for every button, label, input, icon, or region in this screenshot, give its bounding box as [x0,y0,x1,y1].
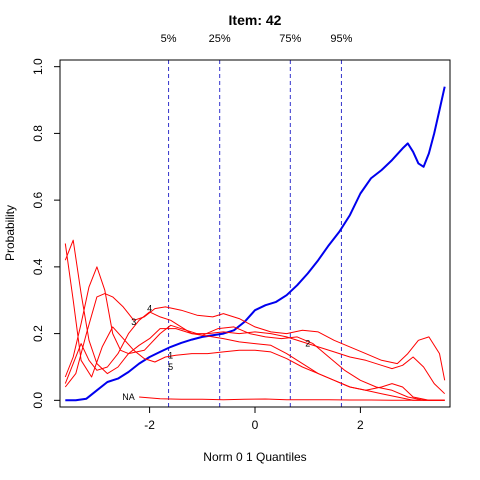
option-curve-3 [64,266,445,401]
option-curve-5 [64,311,445,401]
y-tick-label-0: 0.0 [31,392,45,409]
y-tick-label-3: 0.6 [31,191,45,208]
key-curve [65,86,446,402]
option-curve-4 [64,293,446,388]
curve-label-3: 5 [168,362,173,372]
curve-label-1: 3 [131,317,136,327]
x-tick-label-0: -2 [144,418,155,432]
quantile-label-0: 5% [161,33,177,45]
quantile-label-2: 75% [279,33,301,45]
x-axis-label: Norm 0 1 Quantiles [203,450,306,464]
y-axis: 0.0 0.2 0.4 0.6 0.8 1.0 [31,58,60,409]
curve-label-5: NA [122,392,135,402]
curve-label-0: 4 [147,304,152,314]
y-tick-label-5: 1.0 [31,58,45,75]
x-tick-label-1: 0 [252,418,259,432]
y-tick-label-2: 0.4 [31,258,45,275]
curve-label-2: 1 [168,350,173,360]
option-curve-1 [64,243,445,401]
series-layer [64,86,446,402]
quantile-lines [168,60,342,407]
quantile-label-1: 25% [209,33,231,45]
plot-frame [59,59,451,408]
curve-labels: 4 3 1 5 2 NA [122,304,310,402]
option-curve-2 [64,239,446,395]
y-axis-label: Probability [3,205,17,261]
quantile-label-3: 95% [330,33,352,45]
chart-title: Item: 42 [229,12,282,28]
y-tick-label-4: 0.8 [31,125,45,142]
x-tick-label-2: 2 [357,418,364,432]
quantile-labels: 5% 25% 75% 95% [161,33,353,45]
x-axis: -2 0 2 [144,407,364,432]
curve-label-4: 2 [305,339,310,349]
y-tick-label-1: 0.2 [31,325,45,342]
option-curve-NA [139,396,445,401]
